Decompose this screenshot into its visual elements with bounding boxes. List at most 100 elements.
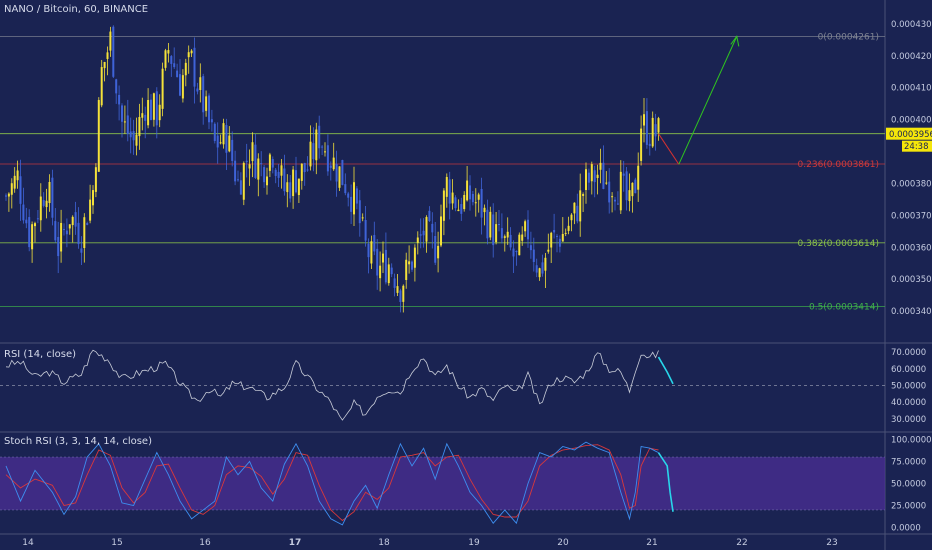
candle-body	[213, 123, 216, 141]
candle-body	[254, 144, 257, 178]
candle-body	[77, 222, 80, 245]
rsi-line	[5, 349, 659, 421]
candle-body	[132, 131, 135, 141]
candle-body	[527, 219, 529, 240]
candle-body	[463, 194, 466, 210]
candle-body	[640, 128, 643, 161]
candle-body	[222, 123, 225, 145]
candle-body	[283, 168, 286, 192]
candle-body	[274, 169, 277, 176]
time-axis-tick-label: 23	[826, 538, 837, 548]
candle-body	[532, 249, 535, 262]
projection-down-line	[658, 133, 680, 165]
candle-body	[355, 188, 358, 204]
candle-body	[208, 95, 210, 123]
candle-body	[68, 224, 71, 229]
candle-body	[408, 261, 411, 265]
candle-body	[483, 207, 486, 213]
candle-body	[437, 245, 440, 259]
candle-body	[179, 74, 181, 96]
candle-body	[602, 162, 605, 189]
candle-body	[164, 50, 167, 68]
symbol-title[interactable]: NANO / Bitcoin, 60, BINANCE	[4, 4, 149, 15]
rsi-indicator-title[interactable]: RSI (14, close)	[4, 349, 77, 360]
candle-body	[335, 163, 338, 182]
bar-countdown: 24:38	[904, 142, 929, 152]
candle-body	[416, 237, 419, 243]
candle-body	[141, 113, 144, 118]
candle-body	[129, 131, 132, 138]
candle-body	[10, 183, 13, 195]
candle-body	[587, 172, 590, 183]
candle-body	[277, 171, 280, 178]
candle-body	[150, 99, 152, 120]
candle-body	[193, 47, 196, 87]
candle-body	[364, 219, 367, 241]
candle-body	[529, 245, 532, 251]
rsi-axis-tick-label: 40.0000	[891, 398, 926, 408]
candle-body	[263, 167, 266, 183]
candle-body	[94, 167, 97, 192]
candle-body	[361, 217, 364, 219]
candle-body	[25, 219, 28, 224]
candle-body	[60, 222, 63, 252]
candle-body	[457, 209, 460, 212]
candle-body	[605, 182, 608, 184]
candle-body	[495, 224, 498, 243]
candle-body	[509, 234, 512, 248]
candle-body	[512, 248, 515, 257]
candle-body	[524, 221, 527, 232]
candle-body	[97, 100, 100, 172]
candle-body	[558, 238, 561, 247]
candle-body	[480, 188, 483, 218]
candle-body	[599, 162, 602, 170]
candle-body	[231, 139, 234, 161]
candle-body	[547, 249, 550, 252]
candle-body	[28, 217, 31, 248]
candle-body	[341, 160, 344, 185]
candle-body	[535, 265, 538, 273]
candle-body	[245, 160, 248, 163]
stoch-rsi-indicator-title[interactable]: Stoch RSI (3, 3, 14, 14, close)	[4, 436, 152, 447]
candle-body	[541, 262, 544, 274]
candle-body	[471, 193, 474, 203]
candle-body	[303, 163, 306, 173]
candle-body	[469, 185, 471, 200]
fib-level-label: 0(0.0004261)	[818, 32, 879, 42]
time-axis-tick-label: 18	[378, 538, 390, 548]
candle-body	[405, 259, 408, 280]
stoch-axis-tick-label: 50.0000	[891, 480, 926, 490]
candle-body	[329, 165, 332, 168]
candle-body	[239, 180, 242, 195]
candle-body	[54, 221, 57, 241]
candle-body	[648, 143, 651, 146]
candle-body	[614, 199, 616, 202]
candle-body	[611, 196, 614, 198]
candle-body	[382, 253, 384, 263]
candle-body	[158, 104, 161, 121]
rsi-projection-line	[657, 356, 674, 385]
candle-body	[379, 265, 382, 279]
candle-body	[358, 200, 361, 224]
candle-body	[257, 158, 260, 180]
candle-body	[492, 214, 495, 246]
candle-body	[187, 52, 190, 58]
candle-body	[503, 236, 506, 238]
candle-body	[582, 194, 585, 196]
candle-body	[315, 129, 318, 161]
candle-body	[454, 197, 457, 209]
candle-body	[63, 229, 65, 231]
candle-body	[643, 114, 645, 126]
candle-body	[367, 243, 370, 258]
candle-body	[596, 174, 599, 179]
candle-body	[387, 264, 390, 284]
candle-body	[248, 164, 251, 169]
candle-body	[506, 231, 509, 238]
fib-level-label: 0.5(0.0003414)	[809, 303, 879, 313]
candle-body	[48, 181, 51, 204]
